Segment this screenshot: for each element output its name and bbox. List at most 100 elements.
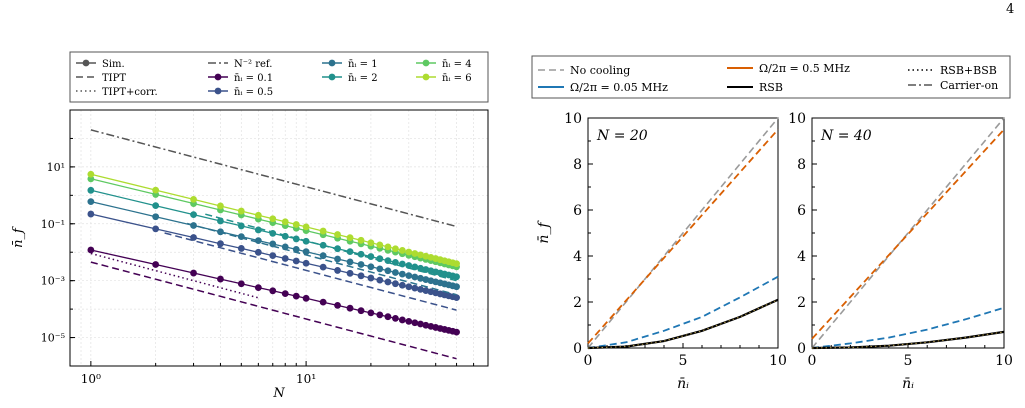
n20-chart-panel: 0 5 10 0 2 4 6 8 10 n̄ᵢ n̄_f N = 20	[536, 111, 787, 392]
sim-point	[281, 255, 289, 262]
sim-point	[152, 202, 160, 210]
sim-point	[398, 270, 406, 278]
sim-point	[357, 250, 365, 258]
sim-point	[417, 251, 424, 259]
series-line	[811, 117, 1005, 349]
series-line	[811, 128, 1005, 340]
legend-label: Ω/2π = 0.5 MHz	[759, 62, 850, 75]
y-tick-label: 6	[573, 203, 582, 219]
series-line	[587, 298, 779, 350]
y-tick-label: 10⁻¹	[41, 218, 65, 231]
sim-point	[346, 248, 354, 256]
sim-point	[346, 304, 354, 312]
sim-point	[334, 267, 341, 274]
legend-label: Ω/2π = 0.05 MHz	[570, 81, 668, 94]
sim-point	[237, 280, 245, 288]
panel-title: N = 20	[596, 128, 648, 144]
y-tick-label: 4	[573, 249, 582, 265]
sim-point	[453, 273, 460, 281]
y-tick-label: 8	[797, 157, 806, 173]
sim-point	[376, 265, 384, 273]
sim-point	[217, 275, 224, 283]
legend-swatch-marker	[328, 59, 336, 67]
y-tick-label: 6	[797, 203, 806, 219]
x-tick-label: 5	[679, 353, 688, 369]
sim-point	[254, 284, 262, 291]
sim-point	[281, 232, 289, 240]
sim-point	[152, 225, 160, 233]
legend-label: TIPT	[102, 73, 126, 84]
sim-point	[367, 253, 375, 260]
legend-label: TIPT+corr.	[102, 87, 158, 98]
x-tick-label: 10¹	[296, 372, 316, 386]
sim-point	[411, 250, 419, 257]
legend-label: n̄ᵢ = 4	[442, 59, 472, 70]
tipt-corr-line	[90, 252, 259, 299]
y-tick-label: 10⁻⁵	[41, 332, 65, 345]
sim-point	[367, 309, 375, 317]
page-number: 4	[1006, 2, 1015, 17]
legend-label: No cooling	[570, 64, 630, 77]
sim-point	[87, 170, 95, 178]
sim-point	[190, 234, 197, 241]
sim-point	[302, 294, 310, 302]
sim-point	[319, 298, 327, 306]
sim-point	[405, 262, 413, 269]
sim-point	[357, 272, 365, 280]
sim-point	[152, 213, 160, 221]
x-tick-label: 10	[995, 353, 1013, 369]
sim-point	[398, 281, 406, 289]
sim-point	[453, 260, 460, 268]
y-tick-label: 4	[797, 249, 806, 265]
sim-point	[237, 245, 245, 252]
sim-point	[346, 234, 354, 242]
sim-point	[392, 258, 399, 266]
legend-label: RSB	[759, 81, 783, 94]
y-tick-label: 10	[564, 111, 582, 127]
y-tick-label: 0	[797, 341, 806, 357]
sim-point	[152, 186, 160, 194]
x-tick-label: 5	[904, 353, 913, 369]
sim-point	[237, 207, 245, 215]
sim-point	[398, 316, 406, 324]
sim-point	[269, 240, 277, 248]
legend-swatch-marker	[214, 73, 222, 81]
x-tick-label: 0	[808, 353, 817, 369]
sim-point	[334, 231, 341, 238]
x-tick-label: 10⁰	[81, 372, 101, 386]
sim-point	[405, 317, 413, 325]
sim-point	[384, 278, 392, 286]
reference-line	[90, 129, 457, 228]
sim-point	[411, 319, 419, 327]
sim-point	[384, 243, 392, 251]
y-tick-label: 10	[788, 111, 806, 127]
sim-point	[346, 258, 354, 266]
series-line-rsb-bsb	[811, 331, 1005, 349]
sim-point	[319, 263, 327, 271]
sim-point	[367, 274, 375, 282]
sim-point	[190, 195, 197, 203]
y-tick-label: 10⁻³	[41, 275, 65, 288]
x-tick-label: 10	[769, 353, 787, 369]
sim-point	[376, 276, 384, 284]
sim-point	[87, 198, 95, 206]
legend-label: n̄ᵢ = 1	[348, 59, 378, 70]
legend-label: Carrier-on	[940, 79, 998, 92]
sim-point	[269, 287, 277, 295]
sim-point	[152, 261, 160, 268]
sim-point	[453, 294, 460, 302]
sim-point	[411, 273, 419, 281]
sim-point	[87, 210, 95, 218]
series-line	[587, 275, 779, 349]
x-tick-label: 0	[584, 353, 593, 369]
sim-point	[269, 252, 277, 260]
sim-point	[367, 263, 375, 271]
sim-point	[281, 218, 289, 226]
sim-point	[87, 186, 95, 194]
panel-title: N = 40	[820, 128, 872, 144]
sim-point	[405, 283, 413, 291]
sim-point	[254, 237, 262, 244]
sim-point	[405, 272, 413, 279]
sim-point	[417, 274, 424, 282]
